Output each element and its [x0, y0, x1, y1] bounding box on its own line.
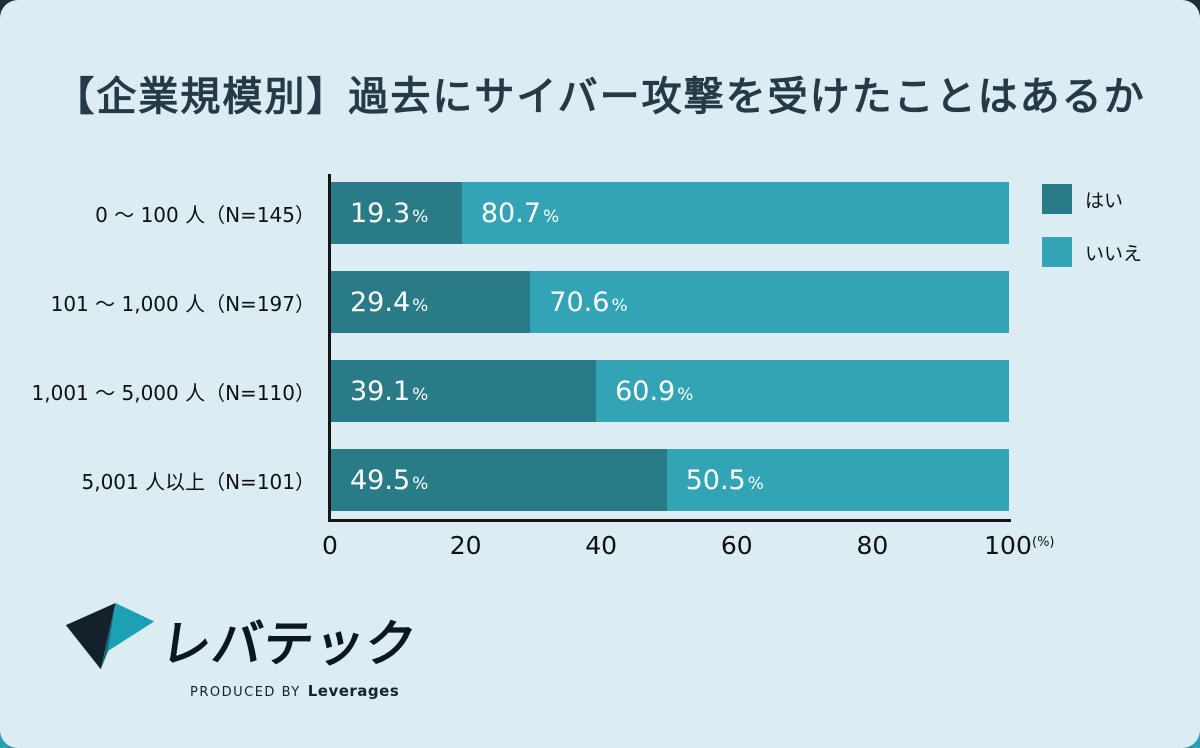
bar-track: 19.3% 80.7% [331, 182, 1009, 244]
logo-produced-by: PRODUCED BY [190, 685, 301, 700]
legend-swatch [1042, 237, 1072, 267]
bar-segment-yes: 19.3% [331, 182, 462, 244]
x-axis-line [328, 519, 1011, 522]
bar-value-label: 60.9% [615, 375, 694, 407]
bar-value-label: 29.4% [350, 286, 429, 318]
bar-track: 29.4% 70.6% [331, 271, 1009, 333]
bar-track: 39.1% 60.9% [331, 360, 1009, 422]
x-tick-label: 100 [984, 531, 1032, 560]
category-label: 0 〜 100 人（N=145） [95, 202, 315, 227]
chart-title: 【企業規模別】過去にサイバー攻撃を受けたことはあるか [54, 74, 1146, 120]
x-tick-label: 20 [449, 531, 482, 560]
bar-segment-no: 80.7% [461, 182, 1009, 244]
x-tick-label: 0 [322, 531, 338, 560]
bar-row: 1,001 〜 5,000 人（N=110） 39.1% 60.9% [0, 360, 1009, 422]
legend-label: いいえ [1085, 242, 1143, 265]
bar-value-label: 50.5% [685, 464, 764, 496]
bar-value-label: 19.3% [350, 197, 429, 229]
bar-value-label: 70.6% [549, 286, 628, 318]
legend-label: はい [1085, 189, 1124, 212]
logo-company: Leverages [307, 682, 400, 700]
bar-segment-no: 60.9% [596, 360, 1009, 422]
category-label: 1,001 〜 5,000 人（N=110） [31, 380, 315, 405]
logo-subtext: PRODUCED BY Leverages [190, 682, 417, 700]
bar-segment-no: 50.5% [666, 449, 1009, 511]
legend-item: いいえ [1042, 237, 1142, 267]
legend-item: はい [1042, 184, 1142, 214]
levtech-logo: レバテック PRODUCED BY Leverages [64, 600, 421, 700]
bar-row: 5,001 人以上（N=101） 49.5% 50.5% [0, 449, 1009, 511]
legend-swatch [1042, 184, 1072, 214]
x-tick-label: 60 [720, 531, 753, 560]
x-tick-label: 40 [585, 531, 618, 560]
x-axis-unit: (%) [1032, 535, 1055, 550]
bar-row: 0 〜 100 人（N=145） 19.3% 80.7% [0, 182, 1009, 244]
x-tick-label: 80 [856, 531, 889, 560]
levtech-logo-icon [64, 600, 156, 680]
chart-legend: はい いいえ [1042, 184, 1142, 267]
bar-segment-yes: 49.5% [331, 449, 667, 511]
logo-row: レバテック [64, 600, 421, 680]
bar-rows: 0 〜 100 人（N=145） 19.3% 80.7% 101 〜 1,000 人（… [0, 182, 1009, 538]
bar-value-label: 49.5% [350, 464, 429, 496]
category-label: 101 〜 1,000 人（N=197） [50, 291, 315, 316]
category-label: 5,001 人以上（N=101） [81, 469, 315, 494]
y-axis-line [328, 174, 331, 522]
bar-row: 101 〜 1,000 人（N=197） 29.4% 70.6% [0, 271, 1009, 333]
bar-track: 49.5% 50.5% [331, 449, 1009, 511]
x-axis-ticks: 0 20 40 60 80 100 (%) [322, 531, 1054, 565]
logo-wordmark: レバテック [157, 615, 421, 673]
bar-segment-yes: 39.1% [331, 360, 597, 422]
bar-segment-no: 70.6% [530, 271, 1009, 333]
bar-segment-yes: 29.4% [331, 271, 531, 333]
bar-value-label: 39.1% [350, 375, 429, 407]
bar-value-label: 80.7% [480, 197, 560, 229]
